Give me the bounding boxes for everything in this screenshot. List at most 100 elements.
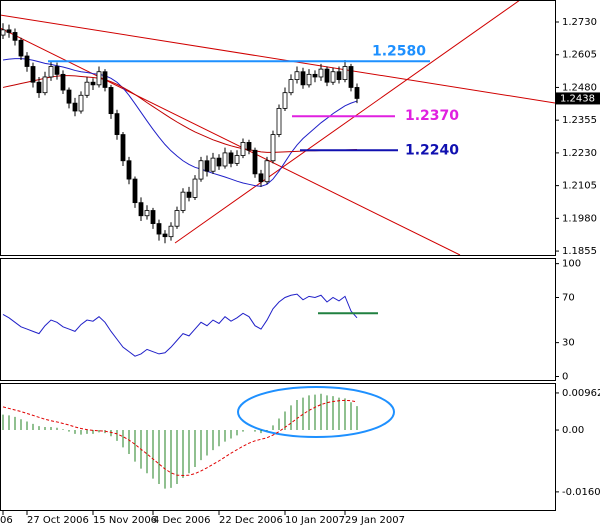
candle-body xyxy=(6,29,12,33)
candle-body xyxy=(180,191,186,211)
candle-body xyxy=(330,71,336,83)
candle-body xyxy=(348,66,354,88)
y-tick-label: 1.2105 xyxy=(562,181,597,192)
candle-body xyxy=(204,160,210,172)
candle-body xyxy=(228,152,234,164)
candle-body xyxy=(54,66,60,75)
x-tick-label: 22 Dec 2006 xyxy=(219,515,283,526)
line xyxy=(2,399,358,477)
trendline xyxy=(174,0,521,244)
candle-body xyxy=(222,152,228,167)
candle-body xyxy=(42,76,48,94)
candle-body xyxy=(324,68,330,83)
candle-body xyxy=(282,92,288,109)
candle-body xyxy=(210,157,216,172)
y-tick-label: 70 xyxy=(562,292,575,303)
y-tick-label: 1.2730 xyxy=(562,17,597,28)
candle-body xyxy=(114,113,120,135)
y-tick-label: 1.2230 xyxy=(562,148,597,159)
candle-body xyxy=(240,142,246,156)
panel-border xyxy=(0,258,556,381)
candle-body xyxy=(150,210,156,224)
candle-body xyxy=(84,81,90,96)
candle-body xyxy=(354,87,360,99)
candle-body xyxy=(336,71,342,80)
x-tick-label: 29 Jan 2007 xyxy=(345,515,405,526)
candle-body xyxy=(234,155,240,164)
candle-body xyxy=(24,55,30,67)
line xyxy=(2,293,358,357)
candle-body xyxy=(102,71,108,88)
x-tick-label: 10 Jan 2007 xyxy=(285,515,345,526)
x-tick-label: 06 xyxy=(0,515,13,526)
candle-body xyxy=(318,68,324,78)
candle-body xyxy=(66,89,72,104)
candle-body xyxy=(306,73,312,86)
candle-body xyxy=(264,160,270,183)
candle-body xyxy=(96,71,102,86)
x-tick-label: 4 Dec 2006 xyxy=(153,515,211,526)
y-tick-label: 0.00962 xyxy=(562,388,600,399)
candle-body xyxy=(192,178,198,198)
last-price-label: 1.2438 xyxy=(560,93,595,104)
candle-body xyxy=(258,173,264,183)
trendline xyxy=(0,14,555,104)
panel-border xyxy=(0,383,556,511)
candle-body xyxy=(198,160,204,180)
y-tick-label: 100 xyxy=(562,259,581,270)
candle-body xyxy=(108,87,114,115)
line xyxy=(2,58,358,187)
panel-border xyxy=(0,0,556,256)
candle-body xyxy=(126,160,132,180)
candle-body xyxy=(72,102,78,112)
candle-body xyxy=(18,39,24,57)
y-tick-label: -0.01604 xyxy=(562,487,600,498)
y-tick-label: 1.2605 xyxy=(562,50,597,61)
candle-body xyxy=(288,79,294,94)
trendlines xyxy=(0,0,555,255)
candle-body xyxy=(246,142,252,151)
y-tick-label: 1.1980 xyxy=(562,213,597,224)
candle-body xyxy=(60,73,66,91)
y-tick-label: 0 xyxy=(562,371,568,382)
y-tick-label: 30 xyxy=(562,338,575,349)
candle-body xyxy=(144,210,150,217)
y-tick-label: 1.2355 xyxy=(562,115,597,126)
candle-body xyxy=(30,66,36,83)
candle-body xyxy=(252,149,258,175)
candle-body xyxy=(300,71,306,86)
candle-body xyxy=(162,233,168,238)
y-tick-label: 1.2480 xyxy=(562,82,597,93)
candle-body xyxy=(48,66,54,78)
candle-body xyxy=(90,81,96,86)
candle-body xyxy=(156,223,162,235)
candle-body xyxy=(270,134,276,162)
candle-body xyxy=(12,32,18,41)
price-plot xyxy=(0,23,360,244)
candle-body xyxy=(168,225,174,238)
level-label: 1.2240 xyxy=(405,142,459,158)
candle-body xyxy=(276,107,282,135)
candle-body xyxy=(312,73,318,78)
highlight-ellipse xyxy=(237,386,395,438)
trendline xyxy=(0,27,461,255)
level-label: 1.2580 xyxy=(372,43,426,59)
candle-body xyxy=(186,191,192,198)
candle-body xyxy=(294,71,300,80)
last-price-box xyxy=(556,92,600,105)
candle-body xyxy=(138,202,144,217)
x-tick-label: 27 Oct 2006 xyxy=(27,515,89,526)
level-label: 1.2370 xyxy=(405,108,459,124)
y-tick-label: 1.1855 xyxy=(562,246,597,257)
candle-body xyxy=(342,66,348,80)
candle-body xyxy=(78,94,84,112)
candle-body xyxy=(0,29,6,36)
candle-body xyxy=(132,178,138,204)
x-tick-label: 15 Nov 2006 xyxy=(93,515,157,526)
candle-body xyxy=(216,157,222,167)
y-tick-label: 0.00 xyxy=(562,425,584,436)
candle-body xyxy=(174,210,180,227)
candle-body xyxy=(120,134,126,162)
candle-body xyxy=(36,81,42,94)
